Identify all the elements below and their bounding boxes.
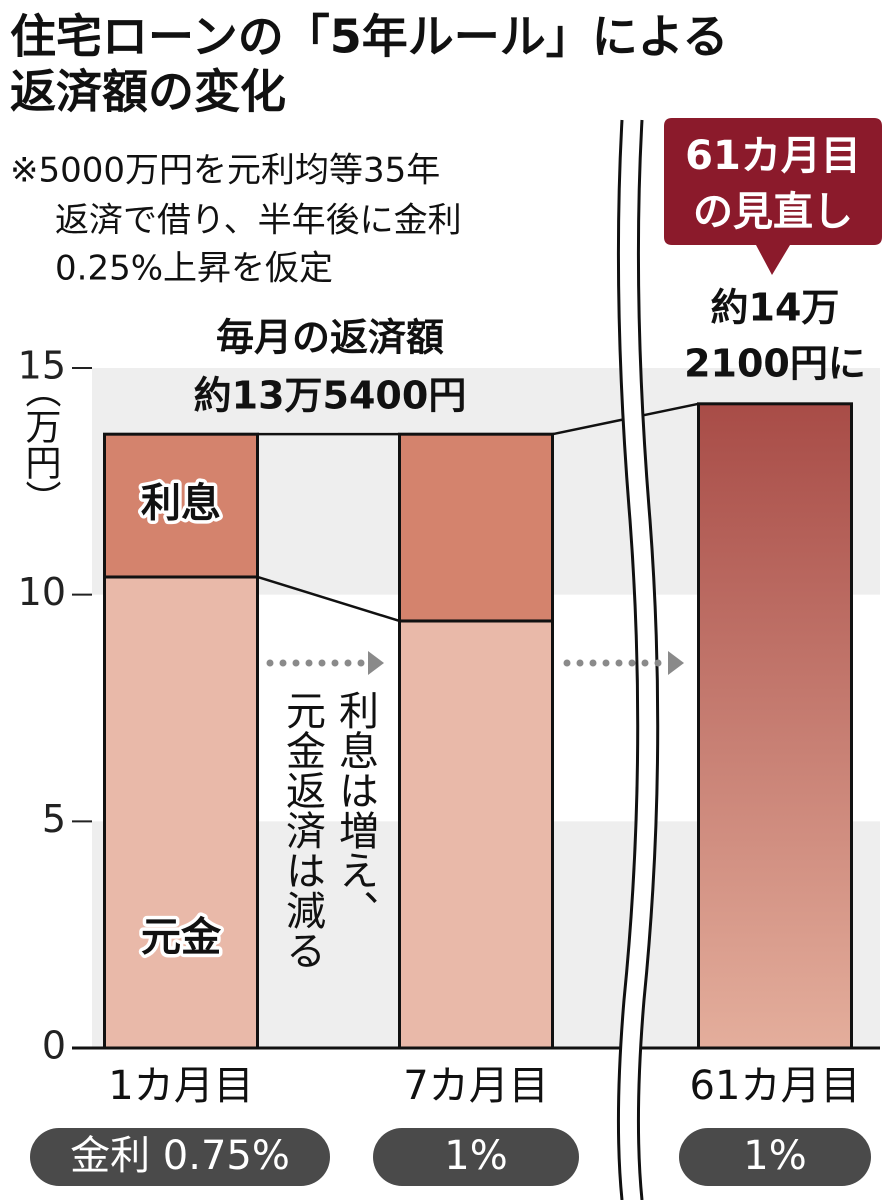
rate-pill bbox=[679, 1128, 871, 1186]
annotation: 2100円に bbox=[684, 342, 866, 386]
x-tick-label: 1カ月目 bbox=[108, 1063, 253, 1109]
connector bbox=[257, 575, 400, 623]
series-label: 元金 bbox=[141, 915, 222, 961]
annotation: 毎月の返済額 bbox=[216, 316, 444, 360]
arrow-dot bbox=[344, 659, 352, 667]
arrow-dot bbox=[266, 659, 274, 667]
arrow-dot bbox=[576, 659, 584, 667]
y-tick-label: 0 bbox=[42, 1024, 66, 1068]
y-tick-label: 10 bbox=[18, 570, 66, 614]
arrow-dot bbox=[654, 659, 662, 667]
rate-label: 1% bbox=[444, 1133, 507, 1179]
note: 0.25%上昇を仮定 bbox=[55, 249, 333, 289]
arrow-dot bbox=[563, 659, 571, 667]
note: ※5000万円を元利均等35年 bbox=[10, 151, 440, 191]
bar-segment bbox=[103, 432, 259, 579]
arrow-dot bbox=[331, 659, 339, 667]
rate-label: 1% bbox=[743, 1133, 806, 1179]
rate-label: 金利 0.75% bbox=[70, 1133, 290, 1179]
arrow-head bbox=[368, 651, 384, 675]
y-tick-label: 15 bbox=[18, 344, 66, 388]
callout-text: の見直し bbox=[693, 189, 853, 235]
arrow-dot bbox=[602, 659, 610, 667]
callout-text: 61カ月目 bbox=[685, 133, 861, 179]
series-label: 利息 bbox=[141, 481, 221, 527]
bar-segment bbox=[103, 575, 259, 1050]
rate-pill bbox=[373, 1128, 579, 1186]
y-axis-label: （万円） bbox=[20, 372, 62, 516]
note: 返済で借り、半年後に金利 bbox=[55, 201, 462, 241]
arrow-dot bbox=[615, 659, 623, 667]
annotation: 約13万5400円 bbox=[194, 374, 467, 418]
arrow-dot bbox=[641, 659, 649, 667]
bar-segment bbox=[398, 432, 554, 623]
arrow-dot bbox=[589, 659, 597, 667]
callout-box bbox=[664, 118, 882, 275]
rate-pill bbox=[30, 1128, 330, 1186]
annotation: 約14万 bbox=[711, 286, 840, 330]
side-note: 利息は増え、 bbox=[332, 690, 378, 930]
arrow-dot bbox=[292, 659, 300, 667]
arrow-dot bbox=[357, 659, 365, 667]
bar-segment bbox=[697, 402, 853, 1050]
side-note: 元金返済は減る bbox=[279, 690, 325, 970]
x-tick-label: 7カ月目 bbox=[403, 1063, 548, 1109]
arrow-dot bbox=[279, 659, 287, 667]
arrow-head bbox=[668, 651, 684, 675]
axis-break-line bbox=[636, 119, 660, 1200]
bar-segment bbox=[398, 619, 554, 1050]
arrow-dot bbox=[305, 659, 313, 667]
chart-title: 住宅ローンの「5年ルール」による bbox=[10, 10, 728, 64]
chart-title: 返済額の変化 bbox=[10, 65, 286, 119]
arrow-dot bbox=[318, 659, 326, 667]
y-tick-label: 5 bbox=[42, 797, 66, 841]
arrow-dot bbox=[628, 659, 636, 667]
axis-break-line bbox=[616, 119, 640, 1200]
x-tick-label: 61カ月目 bbox=[690, 1063, 861, 1109]
